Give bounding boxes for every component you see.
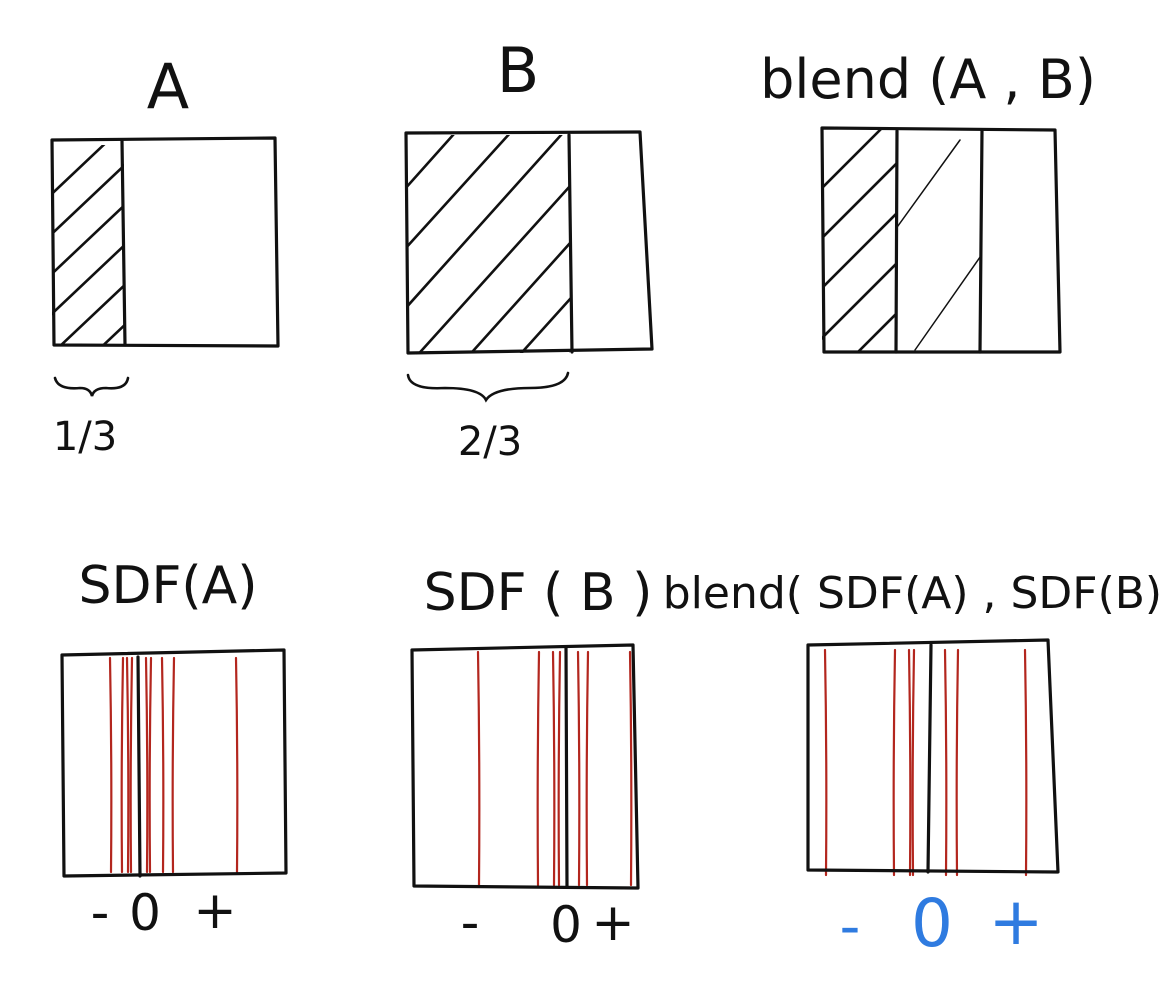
panel-sdf-b-isolines (476, 650, 633, 887)
sdfB-isoline (585, 650, 590, 887)
panel-b-brace (406, 371, 570, 403)
panel-b-fraction-label: 2/3 (458, 419, 522, 465)
panel-a-box (50, 136, 280, 348)
panel-sdf-a-zero-label: 0 (129, 884, 161, 942)
panel-sdf-a-minus-label: - (91, 883, 110, 943)
panel-blend: blend (A , B) (760, 48, 1096, 354)
sdfA-isoline (129, 656, 134, 874)
panel-blend-box (820, 126, 1062, 354)
panel-b-hatching (406, 135, 570, 353)
panel-sdf-a-plus-label: + (193, 881, 237, 941)
panel-a: A 1/3 (50, 50, 280, 460)
panel-a-title: A (147, 50, 189, 123)
sdfC-isoline (943, 648, 948, 877)
panel-sdf-b-title: SDF ( B ) (424, 563, 653, 623)
sdfB-isoline (536, 650, 541, 887)
sdfC-isoline (907, 648, 912, 877)
panel-sdf-a-title: SDF(A) (78, 556, 257, 616)
panel-b-title: B (497, 34, 540, 107)
sdfA-isoline (171, 656, 176, 874)
sdfA-isoline (108, 656, 113, 874)
panel-a-fraction-label: 1/3 (53, 414, 117, 460)
panel-a-hatching (52, 145, 124, 345)
sdfB-isoline (628, 650, 633, 887)
panel-sdf-a-isolines (108, 656, 239, 874)
sdfA-isoline (120, 656, 125, 874)
panel-b: B 2/3 (404, 34, 654, 465)
sdfA-isoline (125, 656, 130, 874)
panel-sdf-b-minus-label: - (461, 893, 480, 953)
panel-sdf-blend: blend( SDF(A) , SDF(B) ) - 0 + (663, 568, 1160, 962)
panel-sdf-blend-plus-label: + (988, 883, 1043, 960)
sdfC-isoline (911, 648, 916, 877)
panel-sdf-b: SDF ( B ) - 0 + (410, 563, 653, 954)
panel-sdf-blend-title: blend( SDF(A) , SDF(B) ) (663, 568, 1160, 619)
panel-sdf-a: SDF(A) - 0 + (60, 556, 288, 943)
panel-sdf-a-box (60, 648, 288, 878)
sdfA-isoline (160, 656, 165, 874)
sdfC-isoline (823, 648, 828, 877)
panel-b-box (404, 130, 654, 355)
sdfB-isoline (476, 650, 481, 887)
sdfC-isoline (955, 648, 960, 877)
sdfA-isoline (148, 656, 153, 874)
sdfC-isoline (1023, 648, 1028, 877)
panel-sdf-b-plus-label: + (591, 893, 635, 953)
panel-sdf-blend-minus-label: - (840, 892, 861, 960)
panel-sdf-b-zero-label: 0 (550, 896, 582, 954)
panel-sdf-blend-isolines (823, 648, 1028, 877)
panel-blend-title: blend (A , B) (760, 48, 1096, 111)
panel-sdf-blend-box (806, 638, 1060, 874)
panel-blend-light-hatching (897, 139, 982, 351)
sdfB-isoline (557, 650, 562, 887)
sdfB-isoline (551, 650, 556, 887)
sdfA-isoline (144, 656, 149, 874)
panel-sdf-b-box (410, 643, 640, 890)
sdfC-isoline (892, 648, 897, 877)
panel-a-brace (53, 376, 130, 397)
sdfA-isoline (234, 656, 239, 874)
panel-sdf-blend-zero-label: 0 (911, 885, 953, 962)
sdfB-isoline (576, 650, 581, 887)
